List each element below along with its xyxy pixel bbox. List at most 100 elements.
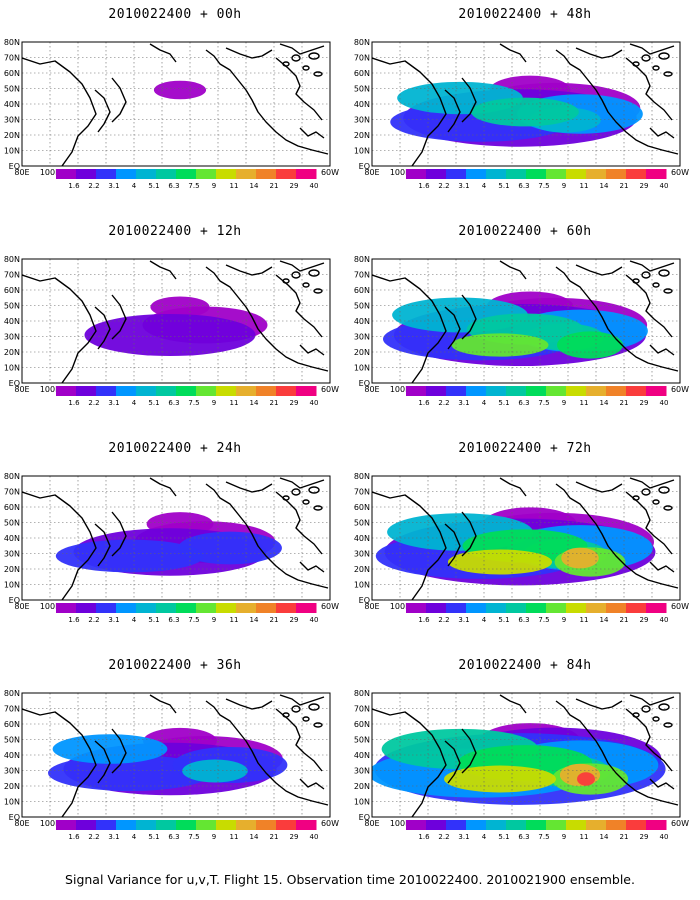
- legend-label: 2.2: [438, 616, 449, 624]
- panel-title: 2010022400 + 48h: [458, 7, 592, 22]
- lat-label: 30N: [354, 333, 370, 342]
- legend-swatch: [506, 169, 527, 179]
- legend-label: 3.1: [108, 616, 119, 624]
- legend-swatch: [276, 386, 297, 396]
- legend-swatch: [466, 169, 487, 179]
- legend-label: 3.1: [108, 182, 119, 190]
- legend-label: 4: [132, 182, 137, 190]
- legend-swatch: [116, 169, 137, 179]
- legend-swatch: [526, 169, 547, 179]
- lat-label: 30N: [4, 550, 20, 559]
- lat-label: EQ: [9, 379, 20, 388]
- legend-swatch: [566, 820, 587, 830]
- variance-map: EQ10N20N30N40N50N60N70N80N80E100E120E140…: [354, 689, 689, 828]
- legend-swatch: [506, 820, 527, 830]
- legend-swatch: [136, 169, 157, 179]
- legend-swatch: [566, 386, 587, 396]
- color-legend: 1.6 2.2 3.1 4 5.1 6.3 7.5 9 11 14 21 29 40: [406, 386, 668, 407]
- legend-swatch: [256, 820, 277, 830]
- legend-swatch: [426, 169, 447, 179]
- lon-label: 100E: [40, 602, 60, 611]
- lat-label: 70N: [354, 488, 370, 497]
- lat-label: 10N: [4, 798, 20, 807]
- lat-label: 60N: [4, 69, 20, 78]
- lat-label: 40N: [4, 317, 20, 326]
- legend-label: 4: [482, 182, 487, 190]
- variance-map: EQ10N20N30N40N50N60N70N80N80E100E120E140…: [4, 689, 339, 828]
- lat-label: 30N: [4, 333, 20, 342]
- legend-label: 21: [620, 616, 629, 624]
- legend-swatch: [76, 820, 97, 830]
- legend-label: 14: [600, 399, 609, 407]
- legend-label: 29: [290, 182, 299, 190]
- legend-swatch: [646, 169, 667, 179]
- legend-swatch: [526, 603, 547, 613]
- legend-swatch: [276, 820, 297, 830]
- legend-label: 14: [250, 399, 259, 407]
- lat-label: 40N: [4, 100, 20, 109]
- lon-label: 80E: [14, 602, 29, 611]
- legend-label: 2.2: [438, 833, 449, 841]
- legend-swatch: [176, 603, 197, 613]
- legend-swatch: [76, 169, 97, 179]
- legend-label: 11: [230, 833, 239, 841]
- legend-swatch: [116, 820, 137, 830]
- lat-label: EQ: [9, 162, 20, 171]
- variance-map: EQ10N20N30N40N50N60N70N80N80E100E120E140…: [354, 472, 689, 611]
- lat-label: 70N: [354, 705, 370, 714]
- legend-swatch: [446, 820, 467, 830]
- legend-swatch: [606, 820, 627, 830]
- panel-title: 2010022400 + 84h: [458, 658, 592, 673]
- lat-label: EQ: [359, 379, 370, 388]
- lat-label: 70N: [4, 54, 20, 63]
- lon-label: 80E: [14, 168, 29, 177]
- lat-label: 30N: [4, 116, 20, 125]
- legend-swatch: [586, 820, 607, 830]
- legend-label: 29: [290, 833, 299, 841]
- legend-label: 40: [310, 399, 319, 407]
- lat-label: 80N: [354, 689, 370, 698]
- legend-swatch: [236, 386, 257, 396]
- lat-label: 50N: [354, 736, 370, 745]
- legend-swatch: [96, 603, 117, 613]
- legend-label: 3.1: [458, 182, 469, 190]
- legend-swatch: [626, 386, 647, 396]
- legend-label: 1.6: [418, 616, 430, 624]
- legend-label: 40: [310, 182, 319, 190]
- lat-label: 80N: [4, 255, 20, 264]
- legend-label: 14: [600, 182, 609, 190]
- lat-label: 30N: [354, 116, 370, 125]
- lat-label: 50N: [4, 85, 20, 94]
- legend-swatch: [446, 169, 467, 179]
- legend-label: 4: [132, 833, 137, 841]
- legend-swatch: [486, 386, 507, 396]
- lat-label: 40N: [354, 100, 370, 109]
- legend-label: 9: [562, 399, 566, 407]
- legend-swatch: [486, 820, 507, 830]
- lat-label: 50N: [354, 85, 370, 94]
- legend-swatch: [56, 820, 77, 830]
- lat-label: 10N: [354, 364, 370, 373]
- panel-title: 2010022400 + 12h: [108, 224, 242, 239]
- legend-swatch: [276, 603, 297, 613]
- lat-label: 80N: [4, 472, 20, 481]
- lat-label: EQ: [359, 162, 370, 171]
- legend-label: 7.5: [188, 616, 199, 624]
- legend-label: 40: [660, 182, 669, 190]
- legend-swatch: [56, 386, 77, 396]
- lon-label: 60W: [321, 819, 339, 828]
- legend-label: 9: [212, 182, 216, 190]
- legend-swatch: [156, 603, 177, 613]
- legend-swatch: [96, 386, 117, 396]
- legend-swatch: [256, 603, 277, 613]
- legend-swatch: [546, 169, 567, 179]
- legend-swatch: [296, 820, 317, 830]
- legend-swatch: [566, 169, 587, 179]
- legend-label: 14: [250, 833, 259, 841]
- lat-label: 70N: [354, 271, 370, 280]
- lat-label: 50N: [354, 302, 370, 311]
- legend-swatch: [76, 603, 97, 613]
- legend-label: 5.1: [498, 616, 509, 624]
- legend-label: 21: [270, 616, 279, 624]
- lat-label: 70N: [354, 54, 370, 63]
